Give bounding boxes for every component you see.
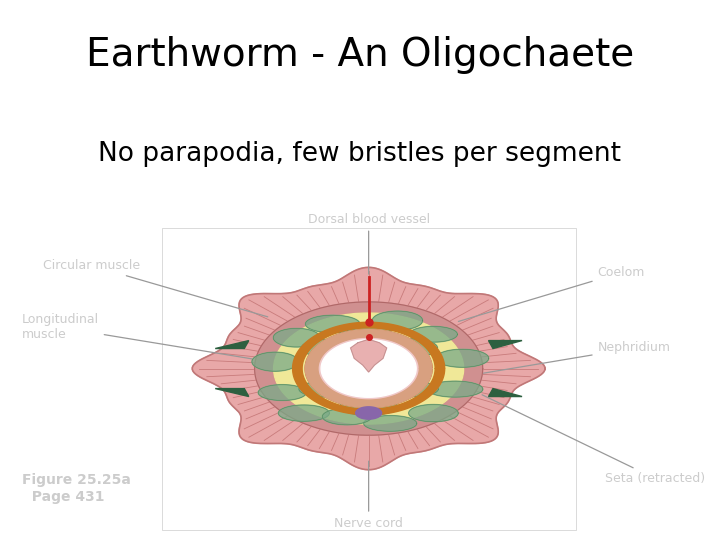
Text: Nerve cord: Nerve cord bbox=[334, 461, 403, 530]
Text: Nephridium: Nephridium bbox=[469, 341, 670, 375]
Polygon shape bbox=[323, 408, 372, 425]
Polygon shape bbox=[386, 339, 438, 357]
Polygon shape bbox=[356, 407, 382, 419]
Polygon shape bbox=[427, 381, 483, 397]
Text: No parapodia, few bristles per segment: No parapodia, few bristles per segment bbox=[99, 141, 621, 167]
Polygon shape bbox=[409, 404, 458, 422]
Text: Seta (retracted): Seta (retracted) bbox=[482, 395, 705, 485]
Polygon shape bbox=[292, 322, 445, 415]
Polygon shape bbox=[274, 313, 464, 424]
Polygon shape bbox=[340, 397, 397, 415]
Bar bbox=[162, 228, 576, 530]
Polygon shape bbox=[488, 341, 522, 348]
Polygon shape bbox=[252, 352, 298, 371]
Polygon shape bbox=[299, 381, 352, 397]
Text: Longitudinal
muscle: Longitudinal muscle bbox=[22, 313, 252, 359]
Polygon shape bbox=[410, 326, 457, 342]
Polygon shape bbox=[488, 389, 522, 396]
Polygon shape bbox=[436, 349, 489, 367]
Text: Circular muscle: Circular muscle bbox=[43, 259, 268, 317]
Polygon shape bbox=[305, 315, 360, 333]
Polygon shape bbox=[385, 381, 438, 397]
Polygon shape bbox=[255, 302, 482, 435]
Polygon shape bbox=[192, 267, 545, 470]
Polygon shape bbox=[364, 416, 417, 431]
Polygon shape bbox=[305, 329, 432, 408]
Polygon shape bbox=[305, 329, 432, 408]
Polygon shape bbox=[215, 341, 249, 348]
Text: Earthworm - An Oligochaete: Earthworm - An Oligochaete bbox=[86, 36, 634, 74]
Text: Figure 25.25a
  Page 431: Figure 25.25a Page 431 bbox=[22, 474, 130, 504]
Text: Dorsal blood vessel: Dorsal blood vessel bbox=[307, 213, 430, 274]
Polygon shape bbox=[372, 311, 423, 330]
Polygon shape bbox=[258, 384, 306, 401]
Polygon shape bbox=[274, 328, 320, 347]
Polygon shape bbox=[351, 340, 387, 372]
Polygon shape bbox=[346, 325, 392, 344]
Polygon shape bbox=[301, 339, 350, 356]
Text: Coelom: Coelom bbox=[459, 266, 645, 321]
Polygon shape bbox=[279, 405, 329, 421]
Polygon shape bbox=[215, 389, 249, 396]
Polygon shape bbox=[321, 340, 416, 397]
